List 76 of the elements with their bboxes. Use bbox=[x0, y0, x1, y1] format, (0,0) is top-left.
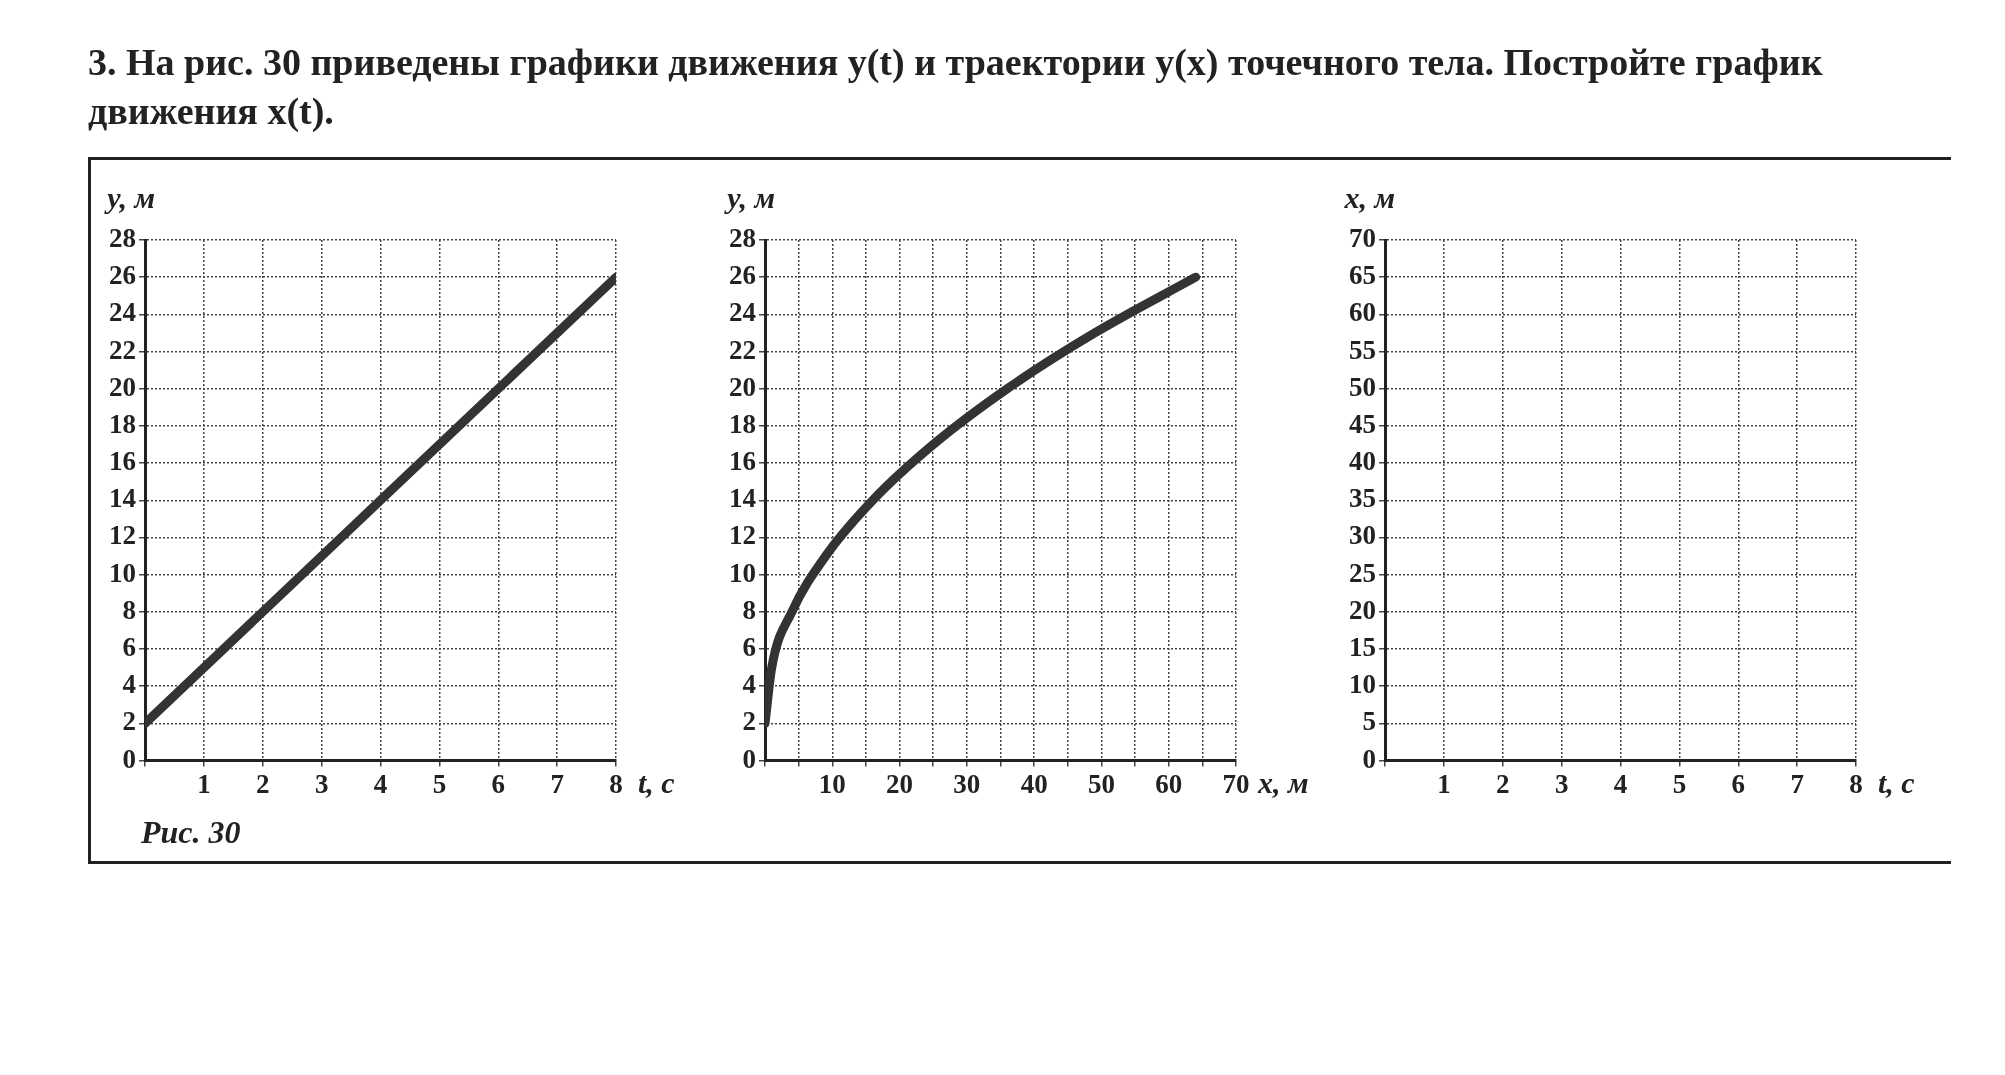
y-tick-label: 10 bbox=[109, 557, 136, 588]
y-tick-label: 2 bbox=[122, 706, 136, 737]
x-axis-title: t, с bbox=[638, 766, 675, 800]
x-tick-label: 8 bbox=[1849, 768, 1863, 799]
y-tick-label: 0 bbox=[1362, 743, 1376, 774]
x-tick-label: 1 bbox=[1437, 768, 1451, 799]
x-axis-title: x, м bbox=[1257, 766, 1309, 800]
x-tick-label: 1 bbox=[197, 768, 211, 799]
y-tick-label: 28 bbox=[109, 222, 136, 253]
x-tick-label: 40 bbox=[1020, 768, 1048, 799]
y-tick-label: 12 bbox=[109, 520, 136, 551]
y-axis-title: y, м bbox=[724, 180, 775, 214]
x-tick-label: 7 bbox=[550, 768, 564, 799]
y-tick-label: 18 bbox=[729, 408, 756, 439]
y-tick-label: 10 bbox=[729, 557, 756, 588]
x-tick-label: 4 bbox=[1613, 768, 1628, 799]
y-tick-label: 4 bbox=[742, 668, 756, 699]
y-tick-label: 25 bbox=[1349, 557, 1376, 588]
y-tick-label: 14 bbox=[729, 483, 756, 514]
x-tick-label: 2 bbox=[1496, 768, 1510, 799]
x-tick-label: 5 bbox=[1672, 768, 1687, 799]
y-tick-label: 10 bbox=[1349, 668, 1376, 699]
y-tick-label: 50 bbox=[1349, 371, 1376, 402]
y-tick-label: 22 bbox=[109, 334, 136, 365]
y-axis-title: x, м bbox=[1343, 180, 1395, 214]
y-tick-label: 24 bbox=[729, 297, 756, 328]
y-tick-label: 15 bbox=[1349, 631, 1376, 662]
text: 3. На рис. 30 приведены графики движения y(t) и траектории y(x) точечного тела. Постройте график движения x(t). bbox=[88, 40, 1824, 135]
y-tick-label: 26 bbox=[109, 259, 136, 290]
x-tick-label: 2 bbox=[256, 768, 270, 799]
text: Рис. 30 bbox=[141, 813, 242, 851]
x-tick-label: 30 bbox=[953, 768, 981, 799]
y-tick-label: 70 bbox=[1349, 222, 1376, 253]
y-tick-label: 8 bbox=[742, 594, 756, 625]
y-tick-label: 20 bbox=[729, 371, 756, 402]
y-axis-title: y, м bbox=[104, 180, 155, 214]
x-tick-label: 3 bbox=[1554, 768, 1569, 799]
y-tick-label: 55 bbox=[1349, 334, 1376, 365]
x-tick-label: 6 bbox=[1731, 768, 1745, 799]
x-tick-label: 7 bbox=[1790, 768, 1804, 799]
y-tick-label: 40 bbox=[1349, 445, 1376, 476]
y-tick-label: 22 bbox=[729, 334, 756, 365]
x-axis-title: t, с bbox=[1878, 766, 1915, 800]
x-tick-label: 70 bbox=[1222, 768, 1250, 799]
y-tick-label: 45 bbox=[1349, 408, 1376, 439]
y-tick-label: 35 bbox=[1349, 483, 1376, 514]
x-tick-label: 5 bbox=[432, 768, 447, 799]
y-tick-label: 20 bbox=[109, 371, 136, 402]
x-tick-label: 4 bbox=[373, 768, 388, 799]
y-tick-label: 60 bbox=[1349, 297, 1376, 328]
y-tick-label: 30 bbox=[1349, 520, 1376, 551]
y-tick-label: 16 bbox=[109, 445, 136, 476]
y-tick-label: 8 bbox=[122, 594, 136, 625]
y-tick-label: 26 bbox=[729, 259, 756, 290]
y-tick-label: 24 bbox=[109, 297, 136, 328]
y-tick-label: 0 bbox=[742, 743, 756, 774]
y-tick-label: 2 bbox=[742, 706, 756, 737]
y-tick-label: 0 bbox=[122, 743, 136, 774]
y-tick-label: 65 bbox=[1349, 259, 1376, 290]
y-tick-label: 6 bbox=[742, 631, 756, 662]
x-tick-label: 6 bbox=[491, 768, 505, 799]
y-tick-label: 20 bbox=[1349, 594, 1376, 625]
y-tick-label: 4 bbox=[122, 668, 136, 699]
y-tick-label: 14 bbox=[109, 483, 136, 514]
y-tick-label: 16 bbox=[729, 445, 756, 476]
x-tick-label: 10 bbox=[818, 768, 846, 799]
y-tick-label: 6 bbox=[122, 631, 136, 662]
x-tick-label: 50 bbox=[1087, 768, 1115, 799]
y-tick-label: 18 bbox=[109, 408, 136, 439]
y-tick-label: 12 bbox=[729, 520, 756, 551]
x-tick-label: 60 bbox=[1155, 768, 1183, 799]
x-tick-label: 20 bbox=[886, 768, 914, 799]
x-tick-label: 3 bbox=[314, 768, 329, 799]
y-tick-label: 5 bbox=[1362, 706, 1376, 737]
x-tick-label: 8 bbox=[609, 768, 623, 799]
y-tick-label: 28 bbox=[729, 222, 756, 253]
